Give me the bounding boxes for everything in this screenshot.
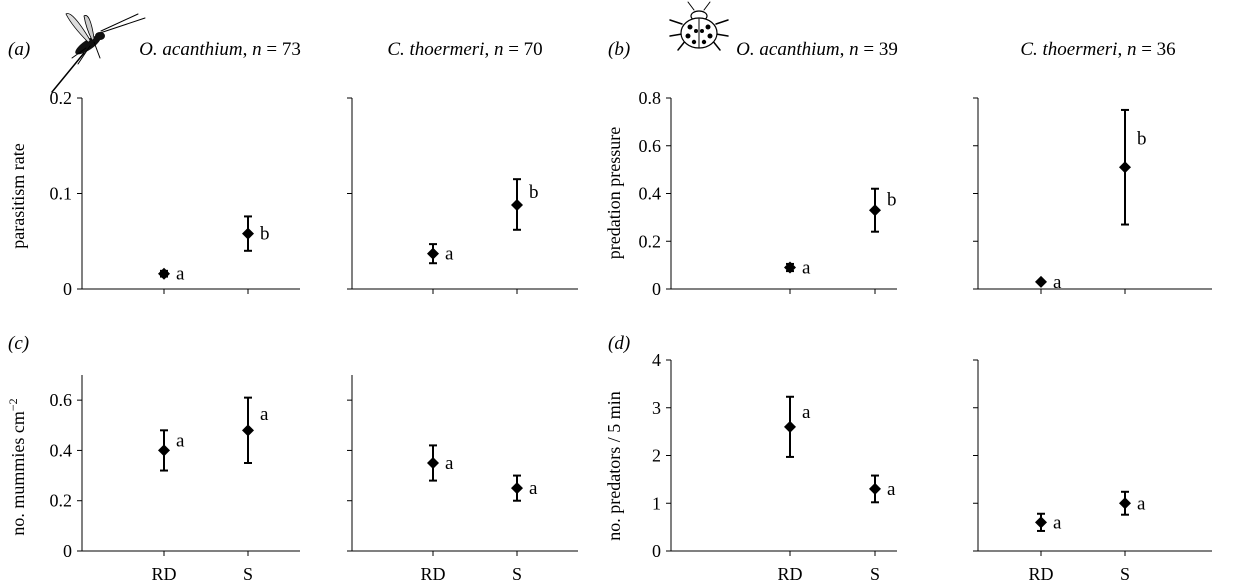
x-tick-label: RD [151, 564, 176, 584]
data-point [158, 267, 170, 280]
data-point [1035, 275, 1047, 288]
data-point [784, 261, 796, 274]
y-tick-label: 0.6 [50, 390, 73, 410]
data-point [427, 247, 439, 260]
x-tick-label: RD [777, 564, 802, 584]
panel-label-c: (c) [8, 333, 29, 354]
column-title-1: O. acanthium, n = 73 [139, 39, 301, 60]
significance-letter: a [445, 453, 454, 474]
panel-label-b: (b) [608, 39, 630, 60]
y-tick-label: 0.6 [639, 136, 662, 156]
ladybird-icon [669, 1, 729, 51]
y-tick-label: 0.1 [50, 184, 73, 204]
wasp-icon [51, 13, 146, 93]
panel-label-d: (d) [608, 333, 630, 354]
y-tick-label: 0 [652, 541, 661, 561]
plot-b-left: 0 0.2 0.4 0.6 0.8 a b [639, 88, 897, 299]
plot-c-left: 0 0.2 0.4 0.6 RD Sa a [50, 375, 300, 584]
significance-letter: a [176, 430, 185, 451]
data-point [1119, 161, 1131, 174]
column-title-4: C. thoermeri, n = 36 [1020, 39, 1175, 60]
significance-letter: a [445, 244, 454, 265]
y-tick-label: 0.4 [639, 184, 662, 204]
significance-letter: b [1137, 129, 1147, 150]
significance-letter: a [1053, 512, 1062, 533]
y-tick-label: 0.2 [50, 88, 73, 108]
data-point [784, 420, 796, 433]
y-tick-label: 2 [652, 446, 661, 466]
data-point [1035, 516, 1047, 529]
plot-d-right: RD Sa a [973, 359, 1212, 584]
data-point [1119, 497, 1131, 510]
significance-letter: a [802, 402, 811, 423]
ylabel-d: no. predators / 5 min [604, 391, 624, 540]
ylabel-c: no. mummies cm−2 [6, 398, 28, 535]
significance-letter: a [176, 264, 185, 285]
y-tick-label: 0.2 [50, 491, 73, 511]
data-point [158, 444, 170, 457]
plot-b-right: ab [973, 97, 1212, 294]
significance-letter: a [1053, 272, 1062, 293]
plot-c-right: RD Sa a [347, 375, 578, 584]
significance-letter: a [529, 478, 538, 499]
significance-letter: a [887, 479, 896, 500]
data-point [869, 482, 881, 495]
x-tick-label: S [243, 564, 253, 584]
significance-letter: b [887, 189, 897, 210]
y-tick-label: 4 [652, 350, 661, 370]
y-tick-label: 1 [652, 493, 661, 513]
y-tick-label: 0 [63, 279, 72, 299]
plot-a-left: 0 0.1 0.2 a b [50, 88, 300, 299]
y-tick-label: 0 [652, 279, 661, 299]
y-tick-label: 0 [63, 541, 72, 561]
column-title-2: C. thoermeri, n = 70 [387, 39, 542, 60]
x-tick-label: S [870, 564, 880, 584]
ylabel-b: predation pressure [604, 127, 624, 259]
significance-letter: a [260, 404, 269, 425]
data-point [427, 457, 439, 469]
y-tick-label: 0.2 [639, 231, 662, 251]
significance-letter: b [529, 182, 539, 203]
data-point [511, 482, 523, 495]
x-tick-label: S [1120, 564, 1130, 584]
y-tick-label: 0.8 [639, 88, 662, 108]
x-tick-label: RD [1028, 564, 1053, 584]
data-point [511, 198, 523, 211]
plot-a-right: ab [347, 97, 578, 294]
significance-letter: a [802, 258, 811, 279]
y-tick-label: 0.4 [50, 440, 73, 460]
column-title-3: O. acanthium, n = 39 [736, 39, 898, 60]
panel-label-a: (a) [8, 39, 30, 60]
data-point [242, 424, 254, 437]
plot-d-left: 0 1 2 3 4 RD Sa a [652, 350, 897, 584]
significance-letter: b [260, 224, 270, 245]
significance-letter: a [1137, 493, 1146, 514]
data-point [242, 227, 254, 240]
data-point [869, 204, 881, 217]
x-tick-label: S [512, 564, 522, 584]
ylabel-a: parasitism rate [8, 143, 28, 248]
y-tick-label: 3 [652, 398, 661, 418]
x-tick-label: RD [420, 564, 445, 584]
